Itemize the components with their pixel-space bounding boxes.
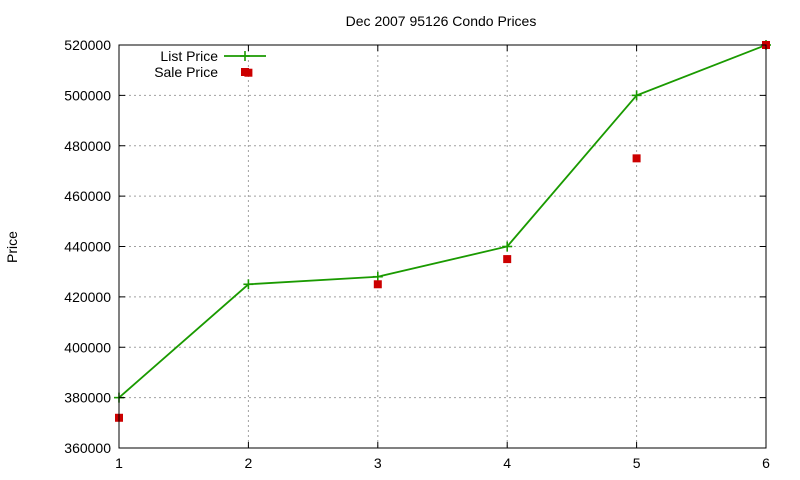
x-tick-label: 1 <box>115 455 123 471</box>
y-tick-label: 400000 <box>64 339 111 355</box>
y-tick-label: 380000 <box>64 390 111 406</box>
list-price-point <box>631 90 642 101</box>
y-axis-label: Price <box>4 231 20 263</box>
x-tick-label: 3 <box>374 455 382 471</box>
x-tick-label: 2 <box>245 455 253 471</box>
x-tick-label: 6 <box>762 455 770 471</box>
y-tick-label: 520000 <box>64 37 111 53</box>
y-tick-label: 360000 <box>64 440 111 456</box>
legend-marker-list-price <box>240 51 250 61</box>
sale-price-point <box>632 154 641 163</box>
y-tick-label: 420000 <box>64 289 111 305</box>
x-tick-label: 5 <box>633 455 641 471</box>
y-tick-label: 440000 <box>64 239 111 255</box>
list-price-point <box>502 241 513 252</box>
y-tick-label: 480000 <box>64 138 111 154</box>
list-price-line <box>118 44 767 399</box>
legend-label: Sale Price <box>154 64 218 80</box>
y-tick-label: 500000 <box>64 87 111 103</box>
list-price-point <box>372 271 383 282</box>
axis-ticks: 1 2 3 4 5 6 360000 380000 400000 420000 440000 4600… <box>64 37 770 471</box>
chart-title: Dec 2007 95126 Condo Prices <box>346 13 537 29</box>
sale-price-point <box>503 255 512 264</box>
plot-frame <box>118 44 767 449</box>
y-tick-label: 460000 <box>64 188 111 204</box>
list-price-point <box>243 279 254 290</box>
grid-lines <box>119 45 766 448</box>
sale-price-point <box>373 280 382 289</box>
legend-label: List Price <box>160 48 218 64</box>
x-tick-label: 4 <box>503 455 511 471</box>
legend-marker-sale-price <box>241 68 249 76</box>
series-layer <box>114 40 771 422</box>
